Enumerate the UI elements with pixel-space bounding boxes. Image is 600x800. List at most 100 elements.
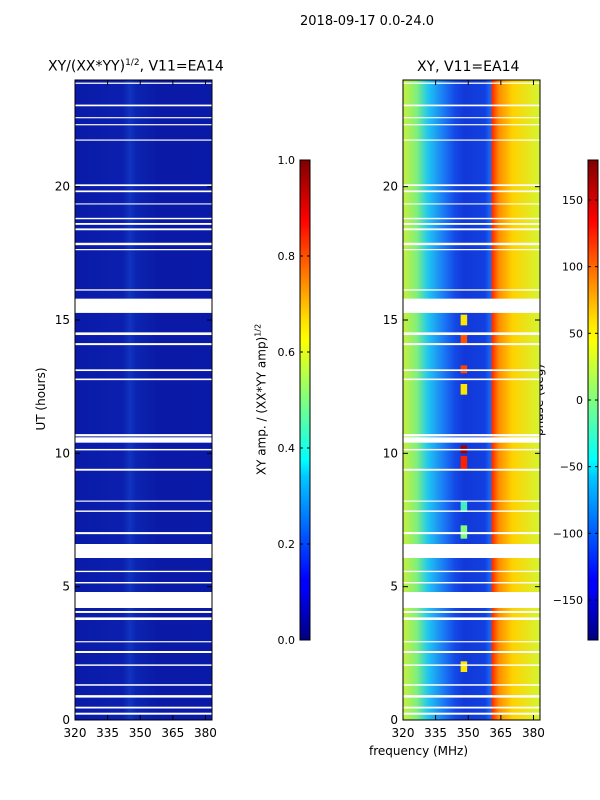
left-data-gap (75, 617, 212, 621)
right-data-gap (403, 217, 540, 220)
right-data-gap (403, 532, 540, 535)
right-colorbar-tick-label: 100 (562, 261, 583, 274)
left-colorbar-frame (299, 159, 311, 641)
right-y-tick-label: 20 (383, 180, 398, 194)
right-data-gap (403, 695, 540, 698)
left-data-gap (75, 222, 212, 225)
right-phase-feature (460, 384, 468, 395)
left-colorbar-ticks: 0.0 0.2 0.4 0.6 0.8 1.0 (278, 154, 310, 647)
left-data-gap (75, 203, 212, 205)
right-data-gap (403, 332, 540, 336)
left-data-gap (75, 332, 212, 336)
right-data-gap (403, 651, 540, 653)
right-data-gap (403, 184, 540, 187)
right-phase-feature (460, 525, 468, 539)
right-data-gap (403, 190, 540, 193)
right-data-gap (403, 82, 540, 84)
right-colorbar-tick-label: 50 (569, 327, 583, 340)
x-axis-label: frequency (MHz) (369, 744, 469, 758)
right-data-gap (403, 468, 540, 471)
right-data-gap (403, 434, 540, 437)
right-heatmap-gaps (403, 82, 540, 715)
left-data-gap (75, 228, 212, 231)
right-data-gap (403, 500, 540, 502)
left-data-gap (75, 706, 212, 709)
right-heatmap-background (403, 80, 540, 720)
left-data-gap (75, 242, 212, 246)
right-data-gap (403, 104, 540, 107)
left-colorbar-tick-label: 0.0 (278, 634, 296, 647)
right-data-gap (403, 664, 540, 666)
left-colorbar-tick-label: 0.2 (278, 538, 296, 551)
right-data-gap (403, 289, 540, 291)
right-data-gap (403, 228, 540, 231)
left-y-tick-label: 10 (55, 446, 70, 460)
left-title-sup: 1/2 (125, 58, 140, 68)
right-plot-frame (402, 79, 541, 721)
right-y-tick-label: 10 (383, 446, 398, 460)
right-data-gap (403, 641, 540, 643)
left-data-gap (75, 582, 212, 584)
right-x-tick-label: 320 (392, 726, 415, 740)
right-data-gap (403, 570, 540, 573)
right-data-gap (403, 139, 540, 141)
left-data-gap (75, 544, 212, 558)
right-colorbar-ticks: 150 100 50 0 −50 −100 −150 (553, 194, 598, 607)
left-data-gap (75, 249, 212, 251)
left-plot-frame (74, 79, 213, 721)
left-data-gap (75, 695, 212, 698)
left-data-gap (75, 610, 212, 613)
right-data-gap (403, 582, 540, 584)
left-data-gap (75, 190, 212, 193)
left-data-gap (75, 651, 212, 653)
left-data-gap (75, 434, 212, 437)
left-colorbar-tick-label: 0.4 (278, 442, 296, 455)
right-x-tick-label: 380 (522, 726, 545, 740)
left-data-gap (75, 664, 212, 666)
left-data-gap (75, 556, 212, 559)
left-data-gap (75, 437, 212, 443)
right-data-gap (403, 437, 540, 443)
left-data-gap (75, 311, 212, 313)
left-data-gap (75, 641, 212, 643)
left-axis-ticks: 320 335 350 365 380 0 5 10 15 20 (55, 80, 217, 740)
left-y-tick-label: 20 (55, 180, 70, 194)
right-data-gap (403, 343, 540, 346)
left-x-tick-label: 365 (161, 726, 184, 740)
right-data-gap (403, 544, 540, 558)
left-data-gap (75, 570, 212, 573)
figure-suptitle: 2018-09-17 0.0-24.0 (300, 14, 434, 29)
left-colorbar (300, 160, 310, 640)
left-y-tick-label: 15 (55, 313, 70, 327)
right-data-gap (403, 222, 540, 225)
left-data-gap (75, 82, 212, 84)
left-data-gap (75, 532, 212, 535)
left-data-gap (75, 598, 212, 601)
left-data-gap (75, 139, 212, 141)
right-y-tick-label: 5 (390, 580, 398, 594)
left-x-tick-label: 335 (96, 726, 119, 740)
left-heatmap-gaps (75, 82, 212, 715)
right-data-gap (403, 610, 540, 613)
right-phase-feature (460, 501, 468, 512)
right-data-gap (403, 378, 540, 381)
left-data-gap (75, 117, 212, 119)
left-data-gap (75, 500, 212, 502)
right-phase-feature (460, 661, 468, 672)
left-x-tick-label: 320 (64, 726, 87, 740)
right-data-gap (403, 706, 540, 709)
right-colorbar-tick-label: −100 (553, 527, 583, 540)
right-axis-ticks: 320 335 350 365 380 0 5 10 15 20 (383, 80, 545, 740)
right-data-gap (403, 712, 540, 715)
left-data-gap (75, 378, 212, 381)
left-data-gap (75, 712, 212, 715)
left-data-gap (75, 369, 212, 372)
right-data-gap (403, 684, 540, 686)
right-x-tick-label: 350 (457, 726, 480, 740)
right-colorbar-tick-label: 150 (562, 194, 583, 207)
right-data-gap (403, 556, 540, 559)
right-y-tick-label: 15 (383, 313, 398, 327)
left-colorbar-tick-label: 0.8 (278, 250, 296, 263)
right-data-gap (403, 298, 540, 312)
